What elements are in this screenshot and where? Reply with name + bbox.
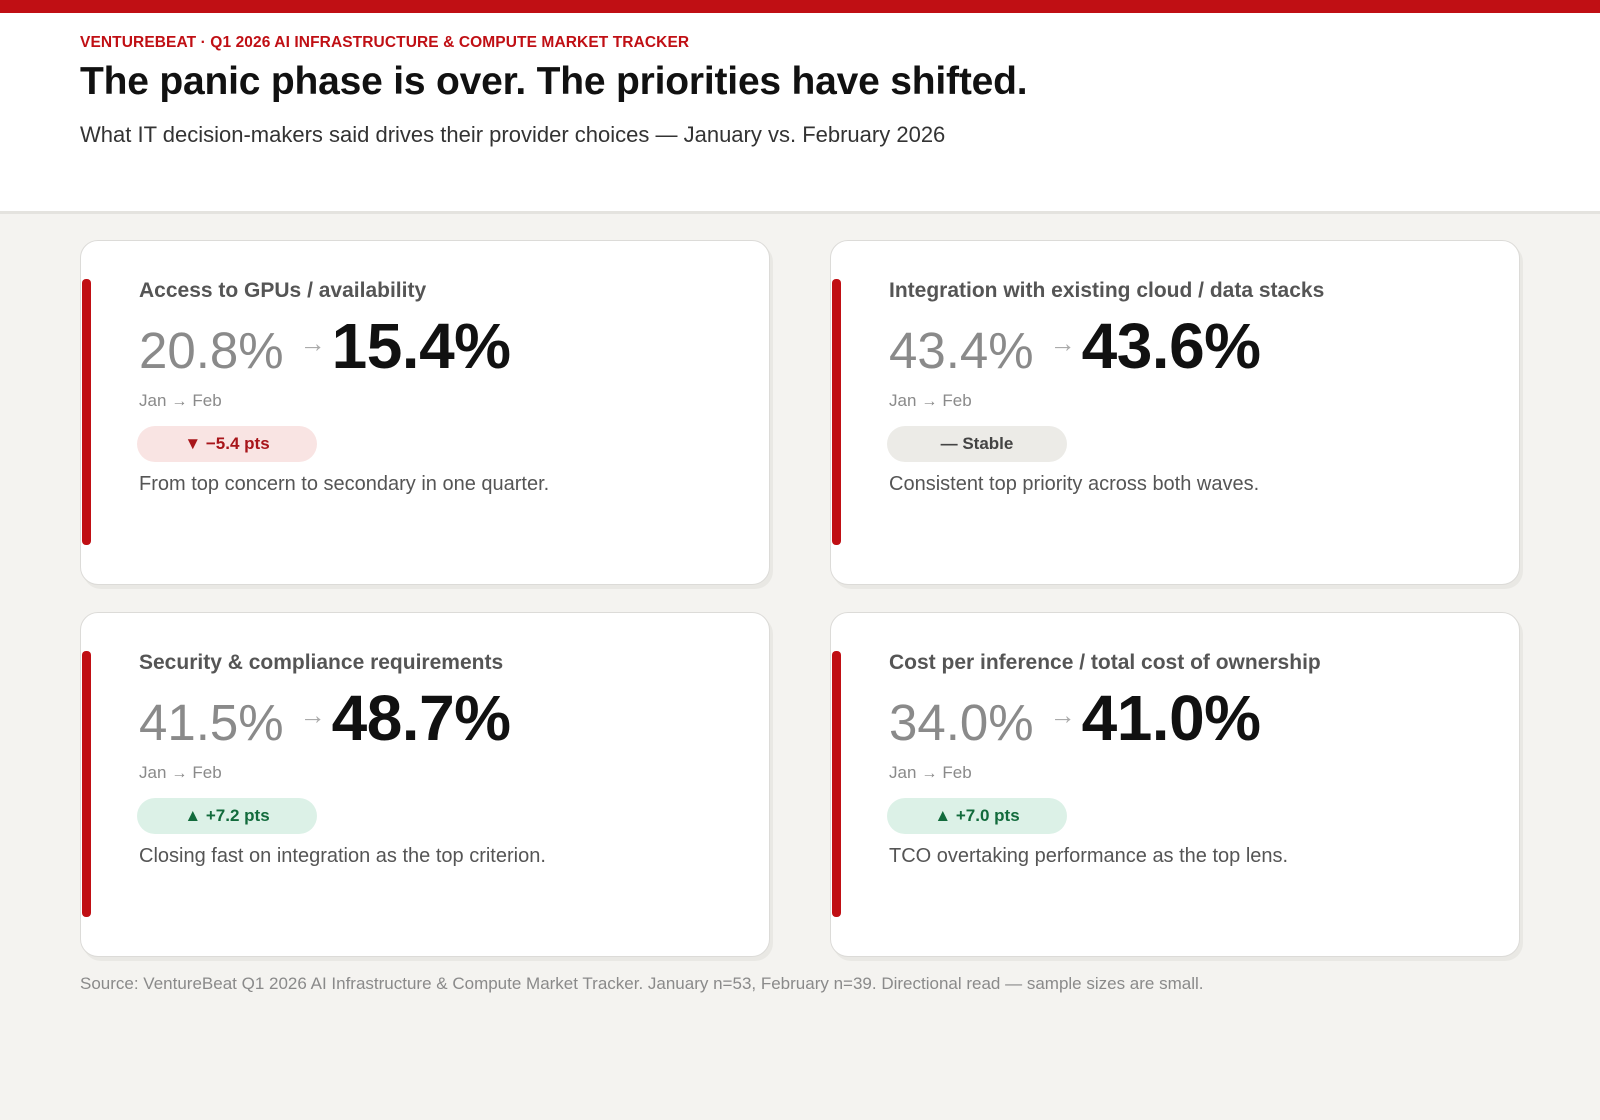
period-from: Jan bbox=[139, 391, 167, 410]
kicker: VENTUREBEAT · Q1 2026 AI INFRASTRUCTURE … bbox=[80, 34, 690, 51]
right-arrow-icon: → bbox=[1049, 700, 1076, 730]
period-from: Jan bbox=[889, 763, 917, 782]
metric-label: Access to GPUs / availability bbox=[139, 279, 427, 302]
period-label: Jan → Feb bbox=[889, 391, 972, 411]
period-from: Jan bbox=[889, 391, 917, 410]
metric-card-cost: Cost per inference / total cost of owner… bbox=[830, 612, 1520, 957]
arrow-icon: → bbox=[921, 765, 938, 782]
metric-note: Consistent top priority across both wave… bbox=[889, 473, 1260, 495]
header: VENTUREBEAT · Q1 2026 AI INFRASTRUCTURE … bbox=[0, 13, 1600, 214]
page-title: The panic phase is over. The priorities … bbox=[80, 60, 1028, 103]
period-label: Jan → Feb bbox=[889, 763, 972, 783]
arrow-icon: → bbox=[921, 393, 938, 410]
metric-values: 34.0% →41.0% bbox=[889, 681, 1261, 755]
period-label: Jan → Feb bbox=[139, 391, 222, 411]
metric-card-gpu-access: Access to GPUs / availability 20.8% →15.4… bbox=[80, 240, 770, 585]
metric-values: 41.5% →48.7% bbox=[139, 681, 511, 755]
page-subtitle: What IT decision-makers said drives thei… bbox=[80, 122, 946, 147]
card-accent-bar bbox=[82, 651, 91, 917]
period-to: Feb bbox=[192, 391, 222, 410]
card-accent-bar bbox=[832, 279, 841, 545]
jan-value: 20.8% bbox=[139, 322, 284, 379]
feb-value: 43.6% bbox=[1081, 310, 1261, 382]
period-to: Feb bbox=[942, 763, 972, 782]
metric-label: Integration with existing cloud / data s… bbox=[889, 279, 1325, 302]
feb-value: 41.0% bbox=[1081, 682, 1261, 754]
period-to: Feb bbox=[192, 763, 222, 782]
top-accent-bar bbox=[0, 0, 1600, 13]
right-arrow-icon: → bbox=[299, 328, 326, 358]
jan-value: 43.4% bbox=[889, 322, 1034, 379]
metric-values: 20.8% →15.4% bbox=[139, 309, 511, 383]
right-arrow-icon: → bbox=[299, 700, 326, 730]
metric-card-integration: Integration with existing cloud / data s… bbox=[830, 240, 1520, 585]
metric-note: TCO overtaking performance as the top le… bbox=[889, 845, 1289, 867]
arrow-icon: → bbox=[171, 393, 188, 410]
feb-value: 48.7% bbox=[331, 682, 511, 754]
right-arrow-icon: → bbox=[1049, 328, 1076, 358]
change-badge: ▲ +7.2 pts bbox=[137, 798, 317, 834]
period-from: Jan bbox=[139, 763, 167, 782]
metric-label: Security & compliance requirements bbox=[139, 651, 504, 674]
metric-values: 43.4% →43.6% bbox=[889, 309, 1261, 383]
metric-note: From top concern to secondary in one qua… bbox=[139, 473, 550, 495]
source-note: Source: VentureBeat Q1 2026 AI Infrastru… bbox=[80, 974, 1204, 993]
change-badge: ▼ −5.4 pts bbox=[137, 426, 317, 462]
change-badge: — Stable bbox=[887, 426, 1067, 462]
metric-label: Cost per inference / total cost of owner… bbox=[889, 651, 1321, 674]
card-accent-bar bbox=[82, 279, 91, 545]
change-badge: ▲ +7.0 pts bbox=[887, 798, 1067, 834]
metric-card-security: Security & compliance requirements 41.5%… bbox=[80, 612, 770, 957]
metric-note: Closing fast on integration as the top c… bbox=[139, 845, 546, 867]
card-accent-bar bbox=[832, 651, 841, 917]
period-to: Feb bbox=[942, 391, 972, 410]
period-label: Jan → Feb bbox=[139, 763, 222, 783]
jan-value: 34.0% bbox=[889, 694, 1034, 751]
arrow-icon: → bbox=[171, 765, 188, 782]
feb-value: 15.4% bbox=[331, 310, 511, 382]
jan-value: 41.5% bbox=[139, 694, 284, 751]
